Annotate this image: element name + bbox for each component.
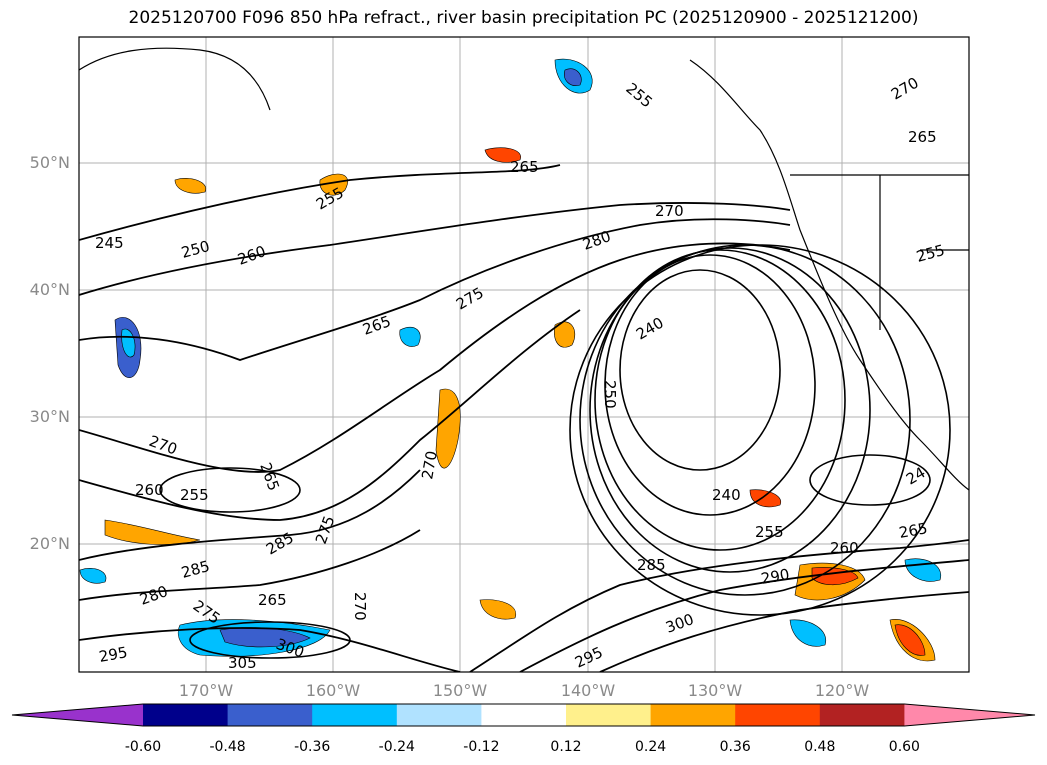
colorbar-tick-label: 0.48: [804, 739, 836, 755]
colorbar-outline: [11, 703, 1036, 727]
colorbar-segment: [143, 704, 229, 726]
map-title: 2025120700 F096 850 hPa refract., river …: [128, 8, 919, 28]
colorbar-tick-label: -0.12: [463, 739, 500, 755]
colorbar-segment: [312, 704, 398, 726]
lon-label-130w: 130°W: [687, 681, 743, 700]
lon-label-160w: 160°W: [305, 681, 361, 700]
contour-label: 265: [258, 591, 287, 609]
map-frame: [78, 36, 970, 673]
contour-label: 265: [908, 128, 937, 146]
lon-label-150w: 150°W: [432, 681, 488, 700]
lon-label-120w: 120°W: [814, 681, 870, 700]
contour-label: 270: [655, 202, 684, 220]
low-contours: [159, 244, 951, 659]
contour-label: 305: [228, 654, 257, 672]
lat-label-50n: 50°N: [29, 153, 70, 172]
colorbar-segment: [566, 704, 652, 726]
contour-label: 285: [637, 556, 666, 574]
contour-label: 260: [135, 481, 164, 499]
contour-label: 265: [898, 519, 929, 542]
colorbar-segment: [396, 704, 482, 726]
colorbar-tick-label: -0.60: [124, 739, 162, 755]
colorbar-segment: [735, 704, 821, 726]
lat-label-30n: 30°N: [29, 407, 70, 426]
contour-label: 270: [351, 592, 369, 621]
contour-label: 255: [755, 523, 784, 541]
refractivity-contours: [79, 164, 969, 672]
contour-label: 255: [180, 486, 209, 504]
contour-label: 250: [601, 380, 619, 409]
colorbar-extend-min: [12, 704, 143, 726]
colorbar-segment: [650, 704, 736, 726]
colorbar-tick-label: -0.24: [378, 739, 415, 755]
colorbar-tick-label: 0.36: [719, 739, 751, 755]
lon-label-140w: 140°W: [560, 681, 616, 700]
colorbar-segment: [819, 704, 905, 726]
contour-label: 260: [830, 539, 859, 557]
contour-label: 240: [712, 486, 741, 504]
contour-label: 265: [510, 158, 539, 176]
contour-label: 295: [98, 643, 129, 666]
lat-label-20n: 20°N: [29, 534, 70, 553]
colorbar-extend-max: [904, 704, 1035, 726]
colorbar-tick-label: 0.12: [550, 739, 582, 755]
contour-label: 245: [95, 234, 124, 252]
lat-label-40n: 40°N: [29, 280, 70, 299]
lon-label-170w: 170°W: [178, 681, 234, 700]
colorbar: [11, 703, 1036, 727]
colorbar-tick-label: -0.48: [209, 739, 246, 755]
colorbar-segment: [227, 704, 313, 726]
contour-label: 290: [760, 565, 791, 588]
colorbar-tick-label: -0.36: [294, 739, 331, 755]
colorbar-tick-label: 0.24: [635, 739, 667, 755]
contour-label: 270: [418, 449, 441, 480]
colorbar-tick-label: 0.60: [888, 739, 920, 755]
colorbar-segment: [481, 704, 567, 726]
